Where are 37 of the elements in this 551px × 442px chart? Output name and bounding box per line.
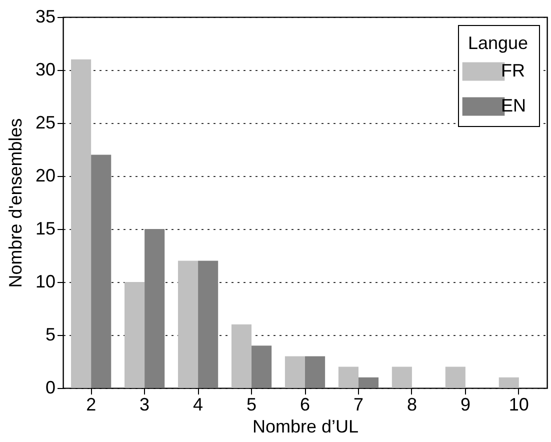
legend-label: EN (501, 96, 526, 116)
bar (305, 356, 326, 388)
x-axis-title: Nombre d’UL (252, 416, 359, 436)
x-tick-label: 8 (406, 394, 417, 414)
bar (91, 154, 112, 388)
legend-title: Langue (468, 33, 528, 53)
x-tick-label: 2 (86, 394, 96, 414)
bar (284, 356, 305, 388)
y-tick-label: 20 (35, 166, 56, 186)
x-tick-label: 5 (246, 394, 257, 414)
x-tick-label: 6 (300, 394, 310, 414)
y-tick-label: 15 (35, 218, 56, 238)
bar (144, 229, 165, 388)
bar (198, 260, 218, 388)
bar (445, 366, 466, 388)
y-tick-label: 5 (45, 324, 56, 344)
x-tick-label: 3 (140, 394, 150, 414)
bar (178, 260, 198, 388)
bar (71, 59, 92, 388)
bar (252, 346, 272, 388)
bar (338, 366, 358, 388)
x-tick-label: 4 (193, 394, 204, 414)
y-tick-label: 35 (35, 6, 56, 26)
x-tick-label: 7 (353, 394, 364, 414)
x-tick-label: 9 (460, 394, 470, 414)
x-tick-label: 10 (508, 394, 529, 414)
y-tick-label: 30 (35, 60, 56, 80)
y-axis-title: Nombre d'ensembles (5, 118, 26, 288)
y-tick-label: 0 (45, 378, 56, 398)
bar (124, 282, 145, 388)
y-tick-label: 10 (35, 272, 56, 292)
y-tick-label: 25 (35, 112, 56, 132)
bar (231, 324, 252, 388)
bar (358, 377, 379, 388)
legend-label: FR (501, 60, 525, 80)
bar (498, 377, 519, 388)
bar (392, 366, 412, 388)
